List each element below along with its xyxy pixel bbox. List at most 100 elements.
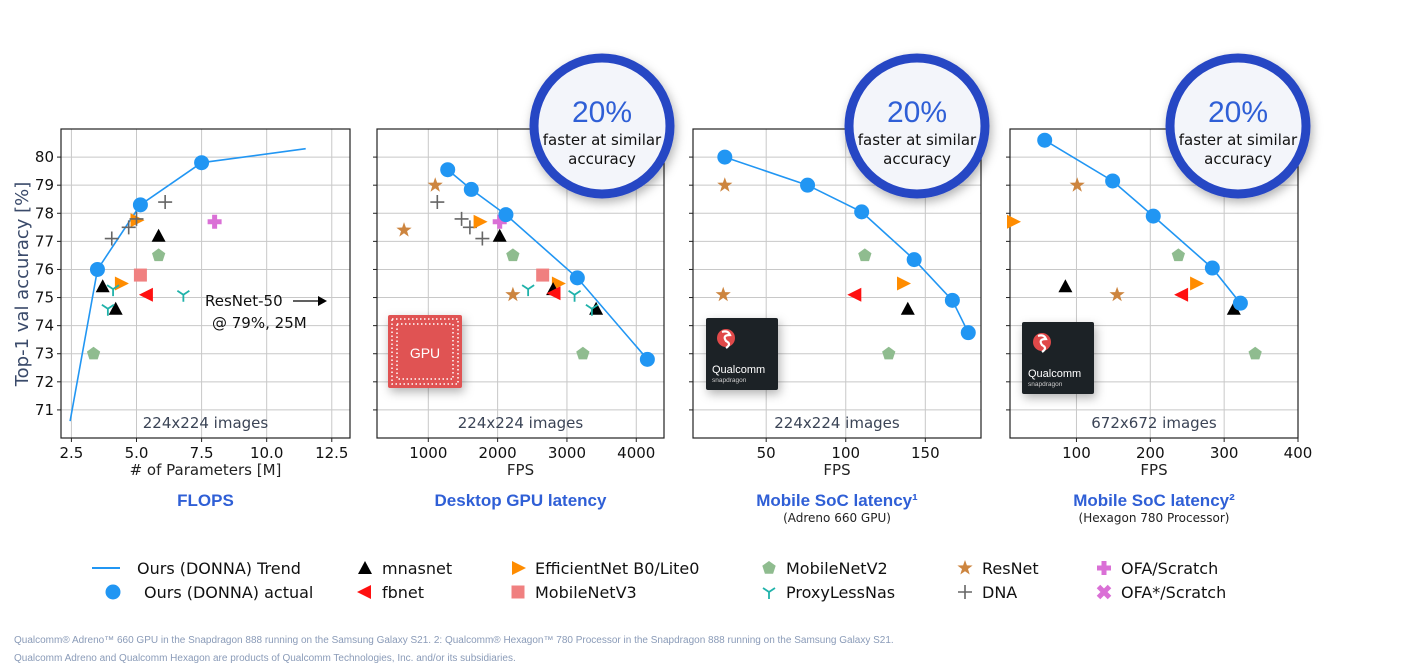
legend-label: ResNet — [982, 559, 1039, 578]
legend-marker-tri_right — [512, 561, 526, 575]
point-ours-donna-actual — [132, 197, 148, 213]
legend-item-mobilenetv2: MobileNetV2 — [762, 559, 888, 578]
point-dna — [430, 195, 445, 210]
point-dna — [129, 211, 144, 226]
point-dna — [454, 211, 469, 226]
y-axis-label: Top-1 val accuracy [%] — [12, 182, 33, 388]
chart-subtitle: (Adreno 660 GPU) — [783, 511, 891, 525]
point-mobilenetv2 — [576, 346, 590, 360]
chart-subtitle: (Hexagon 780 Processor) — [1079, 511, 1230, 525]
gpu-chip-icon: GPU — [388, 315, 462, 388]
image-size-note: 224x224 images — [458, 414, 584, 432]
point-resnet — [717, 177, 733, 192]
snapdragon-logo-text: snapdragon — [1028, 381, 1063, 388]
x-axis-label: FPS — [507, 461, 534, 479]
qualcomm-logo-text: Qualcomm — [712, 364, 765, 376]
legend-item-mnasnet: mnasnet — [358, 559, 452, 578]
y-tick-label: 79 — [35, 176, 54, 194]
x-tick-label: 150 — [911, 444, 940, 462]
point-mobilenetv2 — [882, 346, 896, 360]
point-mnasnet — [151, 228, 166, 242]
annotation-arrowhead — [318, 296, 327, 306]
point-ours-donna-actual — [463, 181, 479, 197]
point-ours-donna-actual — [906, 252, 922, 268]
legend-item-efficientnet-b0-lite0: EfficientNet B0/Lite0 — [512, 559, 699, 578]
point-ours-donna-actual — [960, 325, 976, 341]
x-tick-label: 4000 — [617, 444, 655, 462]
point-proxylessnas — [106, 284, 120, 297]
x-axis-label: FPS — [1140, 461, 1167, 479]
point-efficientnet-b0-lite0 — [473, 214, 488, 229]
point-efficientnet-b0-lite0 — [1007, 214, 1021, 229]
y-tick-label: 72 — [35, 373, 54, 391]
point-mobilenetv2 — [1248, 346, 1262, 360]
point-ours-donna-actual — [639, 351, 655, 367]
x-tick-label: 400 — [1284, 444, 1313, 462]
point-resnet — [505, 286, 521, 302]
point-mnasnet — [95, 279, 110, 293]
badge-percent: 20% — [1208, 96, 1268, 129]
point-ofa-scratch — [207, 214, 222, 229]
legend-marker-tri_up — [358, 561, 372, 574]
y-tick-label: 74 — [35, 317, 54, 335]
legend-label: Ours (DONNA) actual — [144, 583, 313, 602]
chart-title: Mobile SoC latency¹ — [756, 491, 918, 510]
badge-circle — [529, 53, 675, 199]
badge-text-line-2: accuracy — [1204, 150, 1272, 168]
legend-item-ours-donna-trend: Ours (DONNA) Trend — [92, 559, 301, 578]
legend-marker-plus — [958, 585, 972, 599]
point-dna — [475, 231, 490, 246]
legend-item-proxylessnas: ProxyLessNas — [762, 583, 895, 602]
point-ours-donna-actual — [1204, 260, 1220, 276]
point-ours-donna-actual — [569, 270, 585, 286]
x-tick-label: 100 — [1062, 444, 1091, 462]
legend-marker-star — [957, 560, 973, 575]
point-ours-donna-actual — [1145, 208, 1161, 224]
legend-marker-plus_filled — [1097, 561, 1111, 575]
point-mobilenetv3 — [536, 268, 550, 282]
x-tick-label: 300 — [1210, 444, 1239, 462]
y-tick-label: 73 — [35, 345, 54, 363]
y-tick-label: 75 — [35, 289, 54, 307]
legend-label: EfficientNet B0/Lite0 — [535, 559, 699, 578]
point-fbnet — [138, 287, 153, 302]
point-mobilenetv2 — [506, 248, 520, 262]
badge-text-line-2: accuracy — [568, 150, 636, 168]
badge-percent: 20% — [572, 96, 632, 129]
point-resnet — [396, 222, 412, 237]
x-tick-label: 1000 — [409, 444, 447, 462]
point-ours-donna-actual — [944, 292, 960, 308]
y-tick-label: 77 — [35, 232, 54, 250]
legend-item-dna: DNA — [958, 583, 1017, 602]
legend: Ours (DONNA) Trend Ours (DONNA) actual mna… — [92, 559, 1226, 602]
chart-panel-2: 1000 2000 3000 4000 224x224 images GPU FPS Desk… — [373, 128, 665, 510]
x-tick-label: 2.5 — [59, 444, 83, 462]
legend-label: MobileNetV2 — [786, 559, 888, 578]
point-resnet — [1069, 177, 1085, 192]
legend-label: OFA*/Scratch — [1121, 583, 1226, 602]
point-fbnet — [847, 287, 862, 302]
chart-title: Desktop GPU latency — [435, 491, 607, 510]
point-mnasnet — [1058, 279, 1073, 293]
legend-item-mobilenetv3: MobileNetV3 — [511, 583, 637, 602]
badge-text-line-2: accuracy — [883, 150, 951, 168]
point-resnet — [715, 286, 731, 302]
qualcomm-logo-text: Qualcomm — [1028, 368, 1081, 380]
chart-panel-4: 100 200 300 400 672x672 images Qualcommsnapdr… — [1006, 128, 1313, 525]
chart-title: Mobile SoC latency² — [1073, 491, 1235, 510]
x-tick-label: 2000 — [479, 444, 517, 462]
point-ours-donna-actual — [498, 207, 514, 223]
point-efficientnet-b0-lite0 — [897, 276, 911, 291]
point-ours-donna-actual — [89, 261, 105, 277]
y-tick-label: 78 — [35, 204, 54, 222]
plot-frame — [1009, 128, 1299, 439]
point-resnet — [427, 177, 443, 192]
y-tick-label: 76 — [35, 260, 54, 278]
badge-circle — [1165, 53, 1311, 199]
